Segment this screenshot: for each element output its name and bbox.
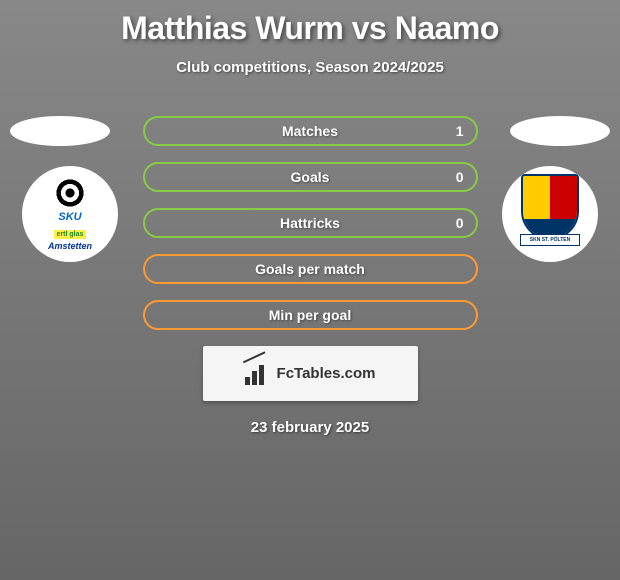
shield-icon bbox=[521, 174, 579, 240]
club-right-banner: SKN ST. PÖLTEN bbox=[520, 234, 580, 246]
main-content: SKU ertl glas Amstetten SKN ST. PÖLTEN M… bbox=[0, 116, 620, 436]
footer-brand-text: FcTables.com bbox=[277, 365, 376, 382]
club-left-line3: Amstetten bbox=[48, 241, 92, 251]
chart-icon bbox=[245, 363, 271, 385]
stat-label: Min per goal bbox=[269, 307, 351, 323]
stat-right-value: 0 bbox=[456, 169, 464, 185]
stat-row-min-per-goal: Min per goal bbox=[143, 300, 478, 330]
club-logo-right: SKN ST. PÖLTEN bbox=[502, 166, 598, 262]
stat-row-hattricks: Hattricks 0 bbox=[143, 208, 478, 238]
date-text: 23 february 2025 bbox=[0, 419, 620, 436]
page-title: Matthias Wurm vs Naamo bbox=[0, 10, 620, 47]
infographic-container: Matthias Wurm vs Naamo Club competitions… bbox=[0, 0, 620, 436]
soccer-ball-icon bbox=[54, 177, 86, 209]
stat-label: Hattricks bbox=[280, 215, 340, 231]
stat-right-value: 0 bbox=[456, 215, 464, 231]
stat-row-goals: Goals 0 bbox=[143, 162, 478, 192]
stats-container: Matches 1 Goals 0 Hattricks 0 Goals per … bbox=[143, 116, 478, 330]
footer-brand-box[interactable]: FcTables.com bbox=[203, 346, 418, 401]
club-left-line1: SKU bbox=[48, 211, 92, 223]
stat-row-matches: Matches 1 bbox=[143, 116, 478, 146]
club-logo-left: SKU ertl glas Amstetten bbox=[22, 166, 118, 262]
club-logo-right-inner: SKN ST. PÖLTEN bbox=[515, 174, 585, 254]
stat-label: Goals per match bbox=[255, 261, 365, 277]
stat-right-value: 1 bbox=[456, 123, 464, 139]
player-avatar-left bbox=[10, 116, 110, 146]
stat-label: Goals bbox=[291, 169, 330, 185]
player-avatar-right bbox=[510, 116, 610, 146]
stat-row-goals-per-match: Goals per match bbox=[143, 254, 478, 284]
subtitle: Club competitions, Season 2024/2025 bbox=[0, 59, 620, 76]
club-logo-left-inner: SKU ertl glas Amstetten bbox=[48, 177, 92, 251]
stat-label: Matches bbox=[282, 123, 338, 139]
club-left-line2: ertl glas bbox=[54, 230, 87, 239]
